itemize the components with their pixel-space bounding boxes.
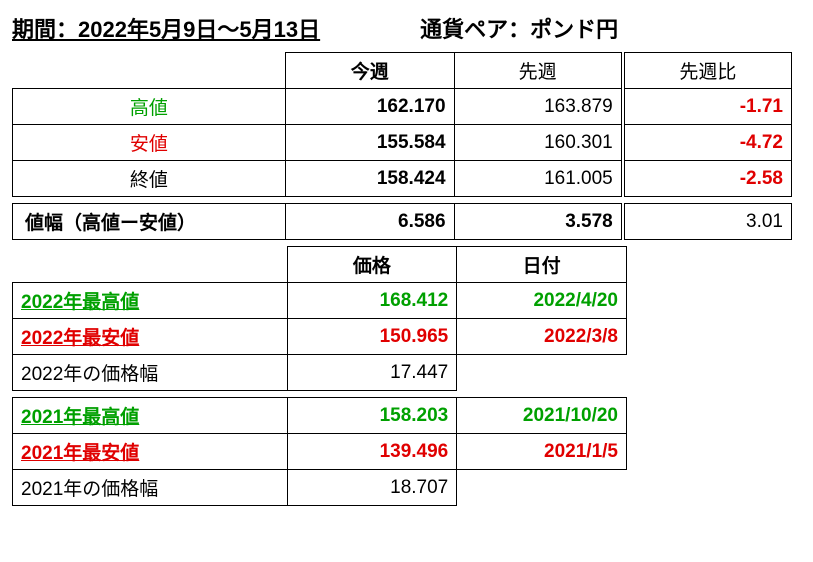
label-2021-low: 2021年最安値 (13, 434, 288, 470)
row-2022-low: 2022年最安値 150.965 2022/3/8 (13, 319, 627, 355)
row-range: 値幅（高値ー安値） 6.586 3.578 3.01 (13, 204, 792, 240)
row-2021-low: 2021年最安値 139.496 2021/1/5 (13, 434, 627, 470)
price-2022-low: 150.965 (287, 319, 457, 355)
date-2021-low: 2021/1/5 (457, 434, 627, 470)
row-low: 安値 155.584 160.301 -4.72 (13, 125, 792, 161)
col-price: 価格 (287, 247, 457, 283)
year-header-table: 価格 日付 2022年最高値 168.412 2022/4/20 2022年最安… (12, 246, 627, 391)
price-2022-range: 17.447 (287, 355, 457, 391)
range-table: 値幅（高値ー安値） 6.586 3.578 3.01 (12, 203, 792, 240)
row-2021-range: 2021年の価格幅 18.707 (13, 470, 627, 506)
low-diff: -4.72 (623, 125, 792, 161)
row-2022-high: 2022年最高値 168.412 2022/4/20 (13, 283, 627, 319)
col-last-week: 先週 (454, 53, 623, 89)
price-2021-high: 158.203 (287, 398, 457, 434)
range-this: 6.586 (285, 204, 454, 240)
row-high: 高値 162.170 163.879 -1.71 (13, 89, 792, 125)
label-2021-high: 2021年最高値 (13, 398, 288, 434)
price-2022-high: 168.412 (287, 283, 457, 319)
range-last: 3.578 (454, 204, 623, 240)
label-2022-high: 2022年最高値 (13, 283, 288, 319)
high-this: 162.170 (285, 89, 454, 125)
date-2022-low: 2022/3/8 (457, 319, 627, 355)
close-this: 158.424 (285, 161, 454, 197)
date-2021-high: 2021/10/20 (457, 398, 627, 434)
year-2021-table: 2021年最高値 158.203 2021/10/20 2021年最安値 139… (12, 397, 627, 506)
col-this-week: 今週 (285, 53, 454, 89)
date-2022-high: 2022/4/20 (457, 283, 627, 319)
low-this: 155.584 (285, 125, 454, 161)
label-close: 終値 (13, 161, 286, 197)
high-diff: -1.71 (623, 89, 792, 125)
header-row: 期間：2022年5月9日～5月13日 通貨ペア：ポンド円 (12, 12, 801, 44)
price-2021-range: 18.707 (287, 470, 457, 506)
label-low: 安値 (13, 125, 286, 161)
period-label: 期間：2022年5月9日～5月13日 (12, 12, 320, 44)
label-2022-low: 2022年最安値 (13, 319, 288, 355)
low-last: 160.301 (454, 125, 623, 161)
pair-label: 通貨ペア：ポンド円 (420, 12, 618, 44)
main-price-table: 今週 先週 先週比 高値 162.170 163.879 -1.71 安値 15… (12, 52, 792, 197)
row-2022-range: 2022年の価格幅 17.447 (13, 355, 627, 391)
range-diff: 3.01 (623, 204, 792, 240)
col-date: 日付 (457, 247, 627, 283)
price-2021-low: 139.496 (287, 434, 457, 470)
close-last: 161.005 (454, 161, 623, 197)
high-last: 163.879 (454, 89, 623, 125)
label-high: 高値 (13, 89, 286, 125)
label-range: 値幅（高値ー安値） (13, 204, 286, 240)
label-2022-range: 2022年の価格幅 (13, 355, 288, 391)
row-close: 終値 158.424 161.005 -2.58 (13, 161, 792, 197)
close-diff: -2.58 (623, 161, 792, 197)
label-2021-range: 2021年の価格幅 (13, 470, 288, 506)
row-2021-high: 2021年最高値 158.203 2021/10/20 (13, 398, 627, 434)
col-diff: 先週比 (623, 53, 792, 89)
